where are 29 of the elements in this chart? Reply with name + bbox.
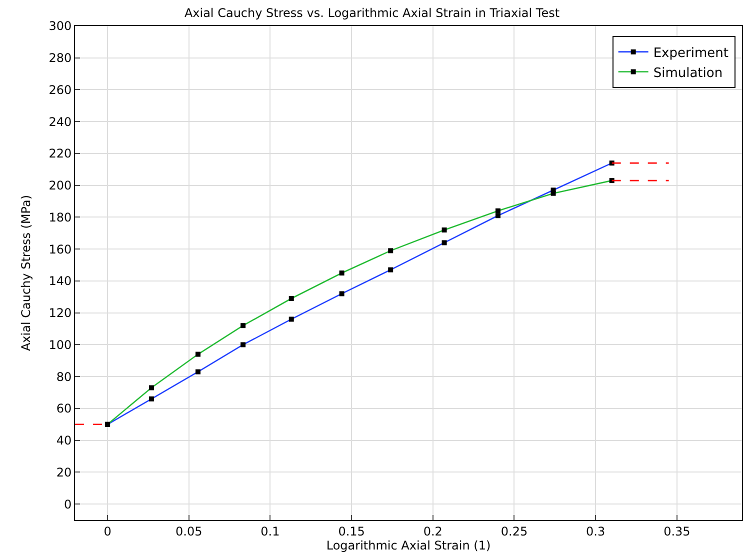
y-tick-label: 40 (56, 434, 72, 448)
y-tick-label: 160 (48, 242, 72, 256)
legend-label: Simulation (653, 66, 723, 81)
x-tick-label: 0 (104, 524, 112, 538)
y-tick-label: 260 (48, 82, 72, 97)
y-tick-label: 240 (48, 114, 72, 129)
x-tick-label: 0.15 (338, 524, 365, 538)
x-tick-label: 0.35 (664, 524, 690, 538)
y-tick-label: 80 (56, 370, 72, 384)
y-axis-title: Axial Cauchy Stress (MPa) (18, 194, 33, 352)
y-tick-label: 20 (56, 465, 72, 480)
x-axis-title: Logarithmic Axial Strain (1) (326, 538, 491, 552)
y-tick-label: 0 (64, 497, 72, 512)
x-tick-label: 0.05 (176, 524, 202, 538)
y-tick-label: 120 (48, 306, 72, 320)
y-tick-label: 300 (48, 19, 72, 34)
y-tick-label: 60 (56, 402, 72, 416)
x-tick-label: 0.3 (586, 524, 606, 538)
y-tick-label: 200 (48, 178, 72, 193)
x-tick-label: 0.2 (423, 524, 442, 538)
x-tick-label: 0.1 (260, 524, 280, 538)
y-tick-label: 180 (48, 210, 72, 224)
y-tick-label: 100 (48, 338, 72, 352)
y-tick-label: 140 (48, 274, 72, 288)
y-tick-label: 220 (48, 146, 72, 161)
legend-label: Experiment (653, 46, 728, 61)
y-tick-label: 280 (48, 51, 72, 66)
x-tick-label: 0.25 (500, 524, 528, 538)
chart-title: Axial Cauchy Stress vs. Logarithmic Axial Strain in Triaxial Test (184, 6, 560, 20)
